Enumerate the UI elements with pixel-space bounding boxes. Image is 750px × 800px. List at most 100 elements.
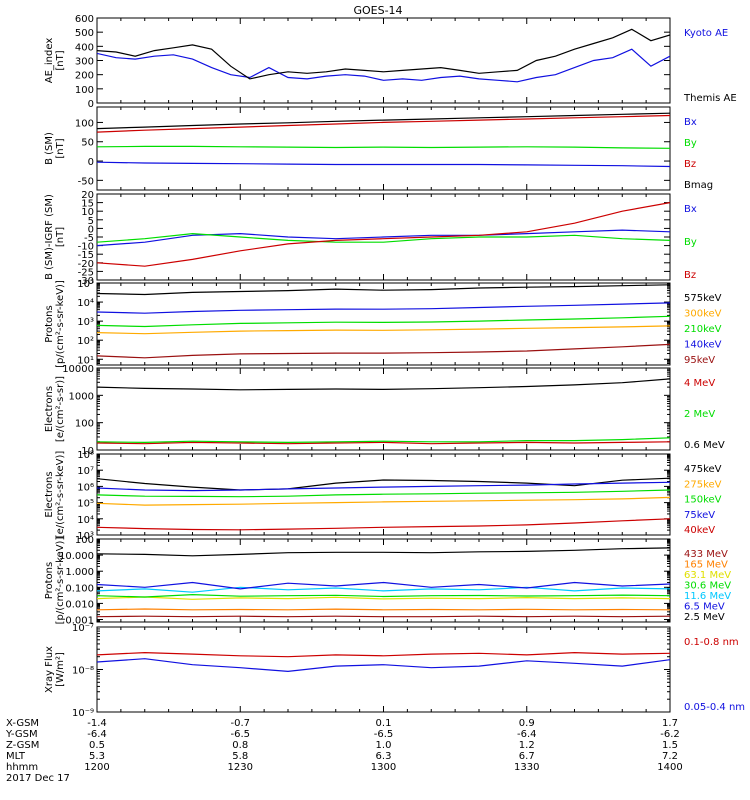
series-group — [97, 112, 670, 168]
series-line-63-1-mev — [97, 596, 670, 600]
y-tick-label: 10⁻⁹ — [72, 708, 94, 719]
y-tick-label: -5 — [84, 233, 94, 244]
series-line-by — [97, 232, 670, 243]
x-row-value: 5.3 — [89, 751, 105, 762]
y-tick-label: 15 — [81, 199, 94, 210]
x-row-value: 0.5 — [89, 740, 105, 751]
y-tick-label: 0 — [88, 157, 94, 168]
y-axis-label: B (SM) — [44, 132, 55, 165]
y-tick-label: 10⁴ — [77, 298, 94, 309]
plot-date: 2017 Dec 17 — [6, 773, 70, 784]
x-row-value: -6.4 — [87, 729, 107, 740]
series-line-2-mev — [97, 437, 670, 444]
legend-entry: 6.5 MeV — [684, 602, 725, 613]
legend-entry: 433 MeV — [684, 549, 728, 560]
series-line-30-6-mev — [97, 593, 670, 598]
y-tick-label: -10 — [78, 242, 94, 253]
y-tick-label: 10⁵ — [77, 279, 94, 290]
legend-entry: 140keV — [684, 340, 722, 351]
x-row-value: 1330 — [514, 762, 539, 773]
y-tick-label: 200 — [75, 71, 94, 82]
x-row-label: X-GSM — [6, 718, 39, 729]
legend-entry: By — [684, 237, 697, 248]
y-tick-label: 100 — [75, 419, 94, 430]
x-row-value: -6.5 — [230, 729, 250, 740]
series-line-165-mev — [97, 608, 670, 611]
y-axis-label: [p/(cm²-s-sr-keV)] — [55, 280, 66, 368]
y-axis-label: Protons — [44, 305, 55, 342]
legend-entry: 4 MeV — [684, 378, 715, 389]
panel-4: 10¹ 10² 10³ 10⁴ 10⁵ Protons [p/(cm²-s-sr-keV)]… — [44, 279, 722, 368]
series-line-bz — [97, 114, 670, 133]
y-axis-label: Protons — [44, 562, 55, 599]
legend-entry: Themis AE — [683, 93, 737, 104]
y-tick-label: 5 — [88, 216, 94, 227]
series-line-by — [97, 145, 670, 149]
series-line-95kev — [97, 343, 670, 359]
y-tick-label: 10 — [81, 207, 94, 218]
series-line-bx — [97, 229, 670, 247]
y-tick-label: -25 — [78, 267, 94, 278]
x-row-value: 0.9 — [519, 718, 535, 729]
y-tick-label: 10⁶ — [77, 482, 94, 493]
series-line-0-6-mev — [97, 378, 670, 391]
y-tick-label: 10² — [77, 336, 94, 347]
series-line-bx — [97, 161, 670, 168]
y-tick-label: 300 — [75, 57, 94, 68]
y-tick-label: 100 — [75, 535, 94, 546]
y-tick-label: -50 — [78, 176, 94, 187]
y-tick-label: 100 — [75, 85, 94, 96]
y-axis-label: AE_index — [44, 38, 55, 84]
series-line-433-mev — [97, 615, 670, 618]
y-tick-label: 400 — [75, 42, 94, 53]
series-line-bz — [97, 202, 670, 267]
panel-frame — [96, 106, 671, 191]
legend-entry: 210keV — [684, 324, 722, 335]
legend-entry: 275keV — [684, 479, 722, 490]
x-row-value: 1.0 — [376, 740, 392, 751]
panel-5: 10 100 1000 10000 Electrons [e/(cm²-s-sr)] 4 M… — [44, 364, 725, 457]
series-line-4-mev — [97, 441, 670, 445]
series-group — [97, 378, 670, 445]
x-row-value: -6.5 — [374, 729, 394, 740]
series-line-300kev — [97, 325, 670, 335]
legend-entry: 475keV — [684, 464, 722, 475]
series-group — [97, 202, 670, 267]
x-row-value: 1400 — [657, 762, 682, 773]
legend-entry: Bmag — [684, 180, 713, 191]
x-row-value: -0.7 — [230, 718, 250, 729]
x-row-label: MLT — [6, 751, 26, 762]
y-tick-label: 100 — [75, 118, 94, 129]
y-tick-label: 0 — [88, 99, 94, 110]
y-tick-label: -30 — [78, 276, 94, 287]
y-tick-label: 10⁻⁸ — [72, 666, 94, 677]
y-tick-label: -15 — [78, 250, 94, 261]
plot-title: GOES-14 — [353, 4, 402, 17]
panel-2: -50 0 50 100 B (SM) [nT] Bx By Bz Bmag — [44, 106, 713, 191]
x-row-value: 5.8 — [232, 751, 248, 762]
series-line-275kev — [97, 496, 670, 506]
y-tick-label: 10³ — [77, 317, 94, 328]
y-tick-label: 1.000 — [65, 567, 94, 578]
legend-entry: 0.1-0.8 nm — [684, 637, 739, 648]
y-tick-label: 10⁵ — [77, 499, 94, 510]
series-line-75kev — [97, 481, 670, 492]
x-row-value: 1230 — [228, 762, 253, 773]
series-line-210kev — [97, 315, 670, 328]
x-row-value: 7.2 — [662, 751, 678, 762]
y-tick-label: 10000 — [62, 364, 94, 375]
series-group — [97, 28, 670, 83]
y-tick-label: 0.100 — [65, 583, 94, 594]
series-line-150kev — [97, 489, 670, 498]
series-group — [97, 547, 670, 618]
y-axis-label: Electrons — [44, 386, 55, 432]
y-tick-label: -20 — [78, 259, 94, 270]
x-axis-labels: X-GSM -1.4 -0.7 0.1 0.9 1.7 Y-GSM -6.4 -6.5 -6.5 -… — [5, 718, 683, 784]
x-row-value: 1.7 — [662, 718, 678, 729]
x-row-value: 6.3 — [376, 751, 392, 762]
y-tick-label: 600 — [75, 14, 94, 25]
panel-6: 10³ 10⁴ 10⁵ 10⁶ 10⁷ 10⁸ Electrons [e/(cm²-s-sr-… — [44, 450, 722, 542]
x-row-label: hhmm — [6, 762, 38, 773]
x-row-value: -6.4 — [517, 729, 537, 740]
